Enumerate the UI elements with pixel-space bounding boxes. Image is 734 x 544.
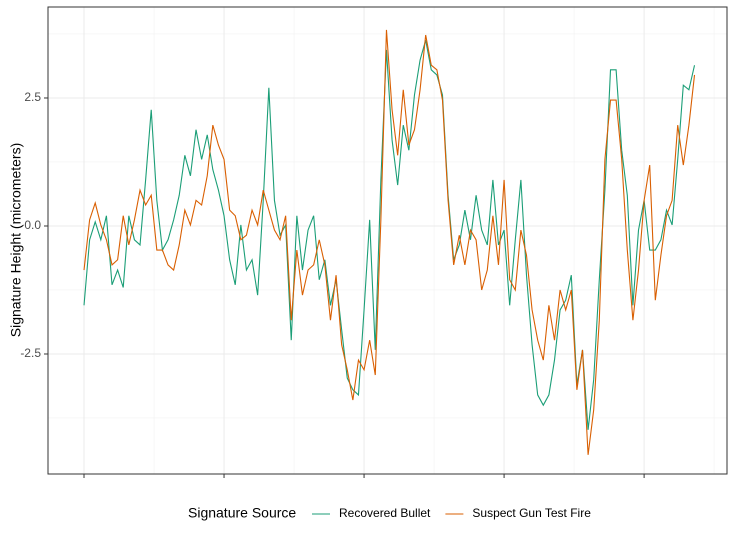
y-tick-label: 0.0 [24, 218, 41, 232]
y-tick-label: 2.5 [24, 90, 41, 104]
y-tick-label: -2.5 [20, 346, 41, 360]
y-axis-label: Signature Height (micrometers) [8, 143, 24, 338]
legend-label: Suspect Gun Test Fire [472, 506, 591, 520]
panel-background [48, 7, 727, 474]
legend-label: Recovered Bullet [339, 506, 431, 520]
data-line [83, 39, 696, 430]
legend-title: Signature Source [188, 505, 296, 521]
data-line [83, 29, 696, 455]
panel-border [47, 6, 728, 475]
